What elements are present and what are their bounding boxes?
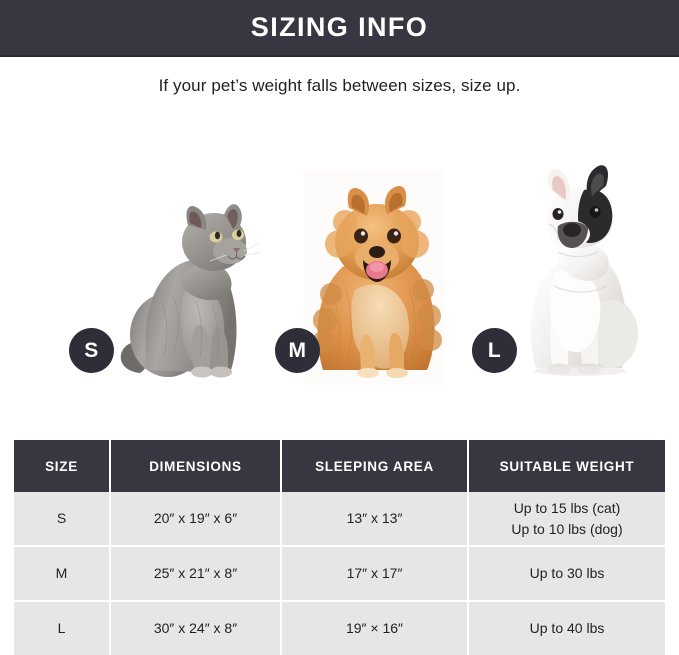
column-header-suitable-weight: SUITABLE WEIGHT <box>468 440 665 492</box>
column-header-size: SIZE <box>14 440 111 492</box>
pet-slot-small: S <box>69 185 260 385</box>
sizing-note: If your pet’s weight falls between sizes… <box>158 76 521 95</box>
page-title: SIZING INFO <box>250 12 429 42</box>
cell-dimensions: 25″ x 21″ x 8″ <box>110 546 282 602</box>
pet-slot-large: L <box>472 160 650 385</box>
cell-suitable-weight: Up to 15 lbs (cat) Up to 10 lbs (dog) <box>468 492 665 547</box>
cell-sleeping-area: 19″ × 16″ <box>281 601 469 655</box>
cell-suitable-weight: Up to 40 lbs <box>468 601 665 655</box>
table-row: M 25″ x 21″ x 8″ 17″ x 17″ Up to 30 lbs <box>14 546 665 602</box>
column-header-dimensions: DIMENSIONS <box>110 440 282 492</box>
weight-line: Up to 30 lbs <box>529 565 605 582</box>
cell-size: L <box>14 601 111 655</box>
size-badge-s-label: S <box>84 338 99 362</box>
size-badge-l-label: L <box>487 338 502 362</box>
size-badge-l: L <box>472 328 517 373</box>
cell-dimensions: 30″ x 24″ x 8″ <box>110 601 282 655</box>
column-header-sleeping-area: SLEEPING AREA <box>281 440 469 492</box>
weight-line-cat: Up to 15 lbs (cat) <box>513 500 621 517</box>
pet-slot-medium: M <box>275 170 445 385</box>
table-row: S 20″ x 19″ x 6″ 13″ x 13″ Up to 15 lbs … <box>14 492 665 547</box>
table-row: L 30″ x 24″ x 8″ 19″ × 16″ Up to 40 lbs <box>14 601 665 655</box>
header-band: SIZING INFO <box>0 0 679 57</box>
table-header-row: SIZE DIMENSIONS SLEEPING AREA SUITABLE W… <box>14 440 665 492</box>
white-french-bulldog-photo <box>500 160 650 385</box>
gray-cat-sitting-photo <box>110 185 260 385</box>
sizing-table: SIZE DIMENSIONS SLEEPING AREA SUITABLE W… <box>14 440 665 655</box>
cell-dimensions: 20″ x 19″ x 6″ <box>110 492 282 547</box>
cell-sleeping-area: 17″ x 17″ <box>281 546 469 602</box>
size-badge-m-label: M <box>288 338 307 362</box>
size-badge-s: S <box>69 328 114 373</box>
orange-pomeranian-dog-photo <box>305 170 445 385</box>
cell-size: S <box>14 492 111 547</box>
weight-line: Up to 40 lbs <box>529 620 605 637</box>
cell-suitable-weight: Up to 30 lbs <box>468 546 665 602</box>
weight-line-dog: Up to 10 lbs (dog) <box>511 520 623 537</box>
size-badge-m: M <box>275 328 320 373</box>
cell-sleeping-area: 13″ x 13″ <box>281 492 469 547</box>
pet-images-row: S <box>0 120 679 420</box>
cell-size: M <box>14 546 111 602</box>
